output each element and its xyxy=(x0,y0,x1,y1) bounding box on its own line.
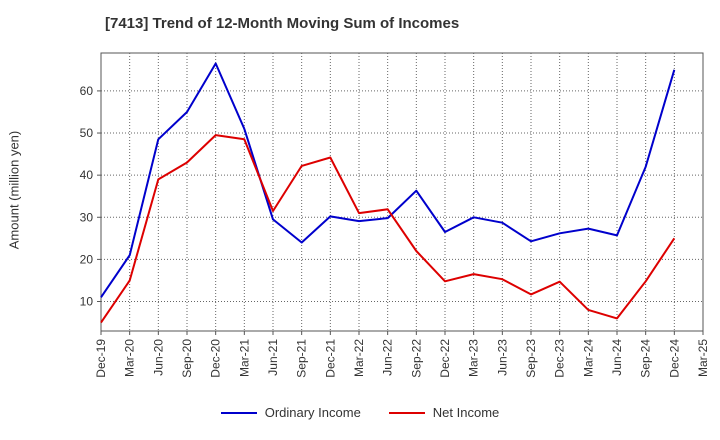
x-tick-label: Sep-22 xyxy=(409,339,423,378)
legend-label-ordinary-income: Ordinary Income xyxy=(264,405,361,420)
x-tick-label: Mar-22 xyxy=(352,339,366,377)
y-tick-label: 60 xyxy=(80,84,94,98)
x-tick-label: Jun-20 xyxy=(151,339,165,376)
x-tick-label: Dec-22 xyxy=(438,339,452,378)
x-tick-label: Dec-23 xyxy=(553,339,567,378)
y-tick-label: 30 xyxy=(80,210,94,224)
x-tick-label: Dec-20 xyxy=(209,339,223,378)
legend-item-ordinary-income: Ordinary Income xyxy=(220,405,361,420)
legend-label-net-income: Net Income xyxy=(432,405,500,420)
x-tick-label: Dec-19 xyxy=(94,339,108,378)
plot-area xyxy=(100,52,704,332)
y-tick-label: 10 xyxy=(80,295,94,309)
x-tick-label: Jun-23 xyxy=(495,339,509,376)
x-tick-label: Mar-20 xyxy=(123,339,137,377)
legend: Ordinary Income Net Income xyxy=(0,405,720,420)
x-tick-label: Dec-24 xyxy=(667,339,681,378)
x-tick-label: Sep-24 xyxy=(639,339,653,378)
x-tick-label: Jun-24 xyxy=(610,339,624,376)
y-tick-label: 20 xyxy=(80,252,94,266)
x-tick-label: Dec-21 xyxy=(323,339,337,378)
series-line-net-income xyxy=(100,134,676,324)
x-tick-label: Jun-21 xyxy=(266,339,280,376)
chart-title: [7413] Trend of 12-Month Moving Sum of I… xyxy=(105,15,460,32)
y-tick-label: 40 xyxy=(80,168,94,182)
legend-item-net-income: Net Income xyxy=(388,405,500,420)
y-tick-label: 50 xyxy=(80,126,94,140)
x-tick-label: Mar-24 xyxy=(581,339,595,377)
x-tick-label: Sep-23 xyxy=(524,339,538,378)
series-line-ordinary-income xyxy=(100,62,676,298)
x-tick-label: Jun-22 xyxy=(381,339,395,376)
legend-swatch-ordinary-income xyxy=(220,411,257,414)
x-tick-label: Mar-25 xyxy=(696,339,710,377)
x-tick-label: Mar-23 xyxy=(467,339,481,377)
x-tick-label: Sep-20 xyxy=(180,339,194,378)
x-tick-label: Sep-21 xyxy=(295,339,309,378)
legend-swatch-net-income xyxy=(388,411,425,414)
x-tick-label: Mar-21 xyxy=(237,339,251,377)
